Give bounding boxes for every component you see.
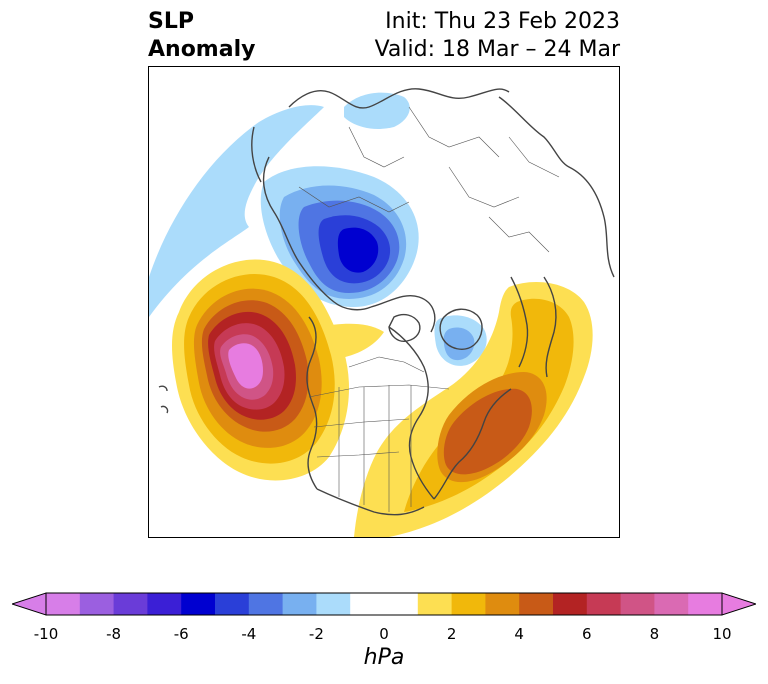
init-date: Init: Thu 23 Feb 2023 (385, 9, 620, 34)
colorbar-unit: hPa (363, 645, 405, 670)
anomaly-neg-1-top (344, 92, 410, 129)
colorbar-cell (79, 593, 115, 615)
anomaly-pos-1-bridge (319, 323, 384, 359)
colorbar-tick-label: -4 (241, 625, 257, 643)
colorbar-cell (553, 593, 588, 615)
colorbar-cell (181, 593, 216, 615)
anomaly-pos-4-atlantic (443, 388, 532, 475)
colorbar-cell (654, 593, 689, 615)
colorbar-tick-label: 4 (514, 625, 524, 643)
colorbar-tick-label: -8 (106, 625, 122, 643)
colorbar (12, 592, 756, 616)
colorbar-cell (485, 593, 520, 615)
colorbar-tick-label: 0 (379, 625, 389, 643)
map-panel (148, 66, 620, 538)
colorbar-cell (451, 593, 486, 615)
colorbar-tick-label: -6 (173, 625, 189, 643)
colorbar-cell (384, 593, 419, 615)
colorbar-cell (215, 593, 250, 615)
colorbar-cell (519, 593, 554, 615)
borders (298, 106, 560, 512)
colorbar-cell (46, 593, 81, 615)
anomaly-neg-1-outer-arc (149, 105, 324, 317)
colorbar-cell (113, 593, 148, 615)
anomaly-neg-5-siberia (337, 227, 379, 273)
colorbar-cell (688, 593, 723, 615)
colorbar-extend-low (12, 592, 47, 616)
colorbar-frame (45, 592, 723, 616)
title-line2: Anomaly (148, 37, 256, 62)
anomaly-pos-8-pacific (228, 343, 263, 389)
colorbar-cell (417, 593, 453, 615)
colorbar-cell (586, 593, 622, 615)
colorbar-cell (248, 593, 284, 615)
colorbar-tick-label: 10 (712, 625, 732, 643)
colorbar-tick-label: -10 (33, 625, 59, 643)
title-line1: SLP (148, 9, 194, 34)
colorbar-cell (316, 593, 351, 615)
anomaly-neg-2-greenland (443, 327, 475, 361)
colorbar-tick-label: 2 (446, 625, 457, 643)
coastlines (158, 88, 615, 516)
slp-anomaly-map (149, 88, 615, 537)
title-left: SLP Anomaly (148, 8, 255, 64)
valid-range: Valid: 18 Mar – 24 Mar (374, 37, 620, 62)
colorbar-cell (282, 593, 317, 615)
colorbar-tick-label: -2 (308, 625, 324, 643)
title-right: Init: Thu 23 Feb 2023 Valid: 18 Mar – 24… (375, 8, 620, 64)
colorbar-tick-label: 8 (649, 625, 660, 643)
colorbar-cell (620, 593, 655, 615)
colorbar-extend-high (721, 592, 756, 616)
colorbar-cells (12, 592, 756, 616)
colorbar-cell (350, 593, 385, 615)
colorbar-tick-label: 6 (582, 625, 592, 643)
colorbar-cell (147, 593, 182, 615)
